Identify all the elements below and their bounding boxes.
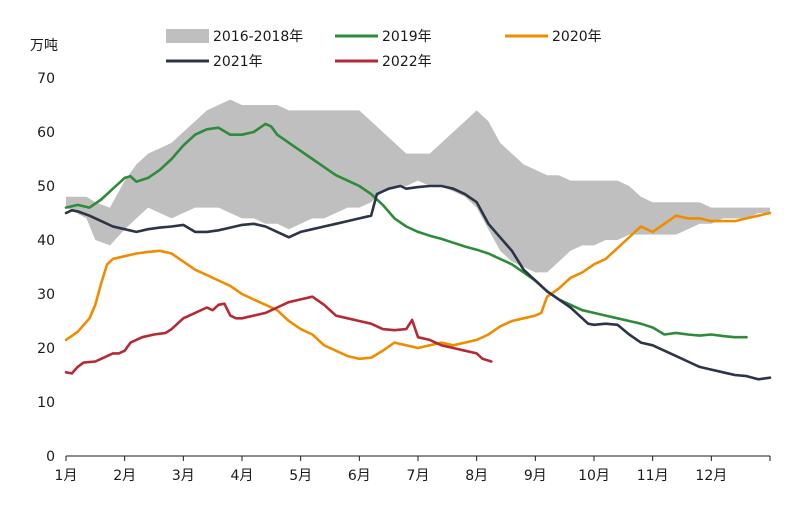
x-tick-label: 7月 [407,468,430,484]
x-tick-label: 6月 [348,468,371,484]
series-line-2021年 [64,184,772,381]
y-tick-label: 10 [37,395,55,411]
series-line-2020年 [64,211,772,361]
y-tick-label: 40 [37,233,55,249]
x-tick-label: 1月 [55,468,78,484]
x-tick-label: 11月 [637,468,669,484]
x-tick-label: 8月 [465,468,488,484]
x-tick-label: 10月 [578,468,610,484]
range-band-layer [66,99,770,273]
x-tick-label: 9月 [524,468,547,484]
y-tick-label: 70 [37,71,55,87]
y-tick-label: 0 [46,449,55,465]
x-axis: 1月 2月 3月 4月 5月 6月 7月 8月 9月 10月 11月 12月 [55,455,771,484]
legend-label: 2016-2018年 [213,29,303,45]
series-line-2019年 [64,122,748,339]
legend-label: 2020年 [552,29,602,45]
series-line-2022年 [64,295,493,375]
x-tick-label: 4月 [231,468,254,484]
y-tick-label: 60 [37,125,55,141]
legend-label: 2021年 [213,54,263,70]
y-tick-label: 30 [37,287,55,303]
y-tick-label: 50 [37,179,55,195]
y-tick-label: 20 [37,341,55,357]
legend-label: 2022年 [382,54,432,70]
legend: 2016-2018年 2019年 2020年 2021年 2022年 [166,29,602,70]
x-tick-label: 2月 [113,468,136,484]
y-axis-ticks: 0 10 20 30 40 50 60 70 [37,71,55,465]
series-layer [64,122,772,381]
x-tick-label: 12月 [695,468,727,484]
range-band-2016-2018 [66,99,770,273]
x-tick-label: 3月 [172,468,195,484]
legend-swatch-band [166,29,209,43]
x-tick-label: 5月 [289,468,312,484]
y-axis-unit-label: 万吨 [30,38,58,54]
legend-label: 2019年 [382,29,432,45]
